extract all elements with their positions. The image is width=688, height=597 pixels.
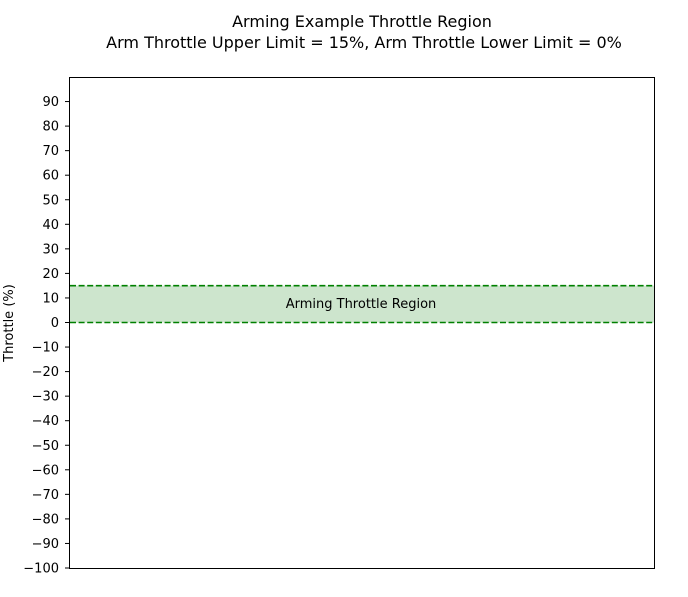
y-tick-label: −80 bbox=[32, 512, 59, 527]
y-tick-label: 50 bbox=[42, 193, 59, 208]
y-tick-label: 30 bbox=[42, 242, 59, 257]
y-tick-label: −40 bbox=[32, 414, 59, 429]
y-tick-label: −70 bbox=[32, 488, 59, 503]
y-tick-label: −90 bbox=[32, 537, 59, 552]
plot-frame bbox=[69, 77, 655, 569]
y-tick-label: −60 bbox=[32, 463, 59, 478]
chart-subtitle: Arm Throttle Upper Limit = 15%, Arm Thro… bbox=[106, 33, 622, 52]
y-tick-label: 80 bbox=[42, 120, 59, 135]
y-tick-label: 70 bbox=[42, 144, 59, 159]
y-axis: −100−90−80−70−60−50−40−30−20−10010203040… bbox=[23, 95, 70, 577]
y-axis-label: Throttle (%) bbox=[2, 284, 17, 363]
y-tick-label: 60 bbox=[42, 169, 59, 184]
plot-area: Arming Throttle Region bbox=[70, 284, 654, 324]
y-tick-label: −20 bbox=[32, 365, 59, 380]
region-annotation: Arming Throttle Region bbox=[286, 297, 437, 312]
y-tick-label: 90 bbox=[42, 95, 59, 110]
y-tick-label: 10 bbox=[42, 291, 59, 306]
y-tick-label: 20 bbox=[42, 267, 59, 282]
y-tick-label: −30 bbox=[32, 390, 59, 405]
y-tick-label: −100 bbox=[23, 562, 59, 577]
arming-region-fill bbox=[70, 285, 654, 323]
y-tick-label: −50 bbox=[32, 439, 59, 454]
y-tick-label: 0 bbox=[51, 316, 59, 331]
y-tick-label: 40 bbox=[42, 218, 59, 233]
chart-title: Arming Example Throttle Region bbox=[232, 12, 492, 31]
y-tick-label: −10 bbox=[32, 341, 59, 356]
